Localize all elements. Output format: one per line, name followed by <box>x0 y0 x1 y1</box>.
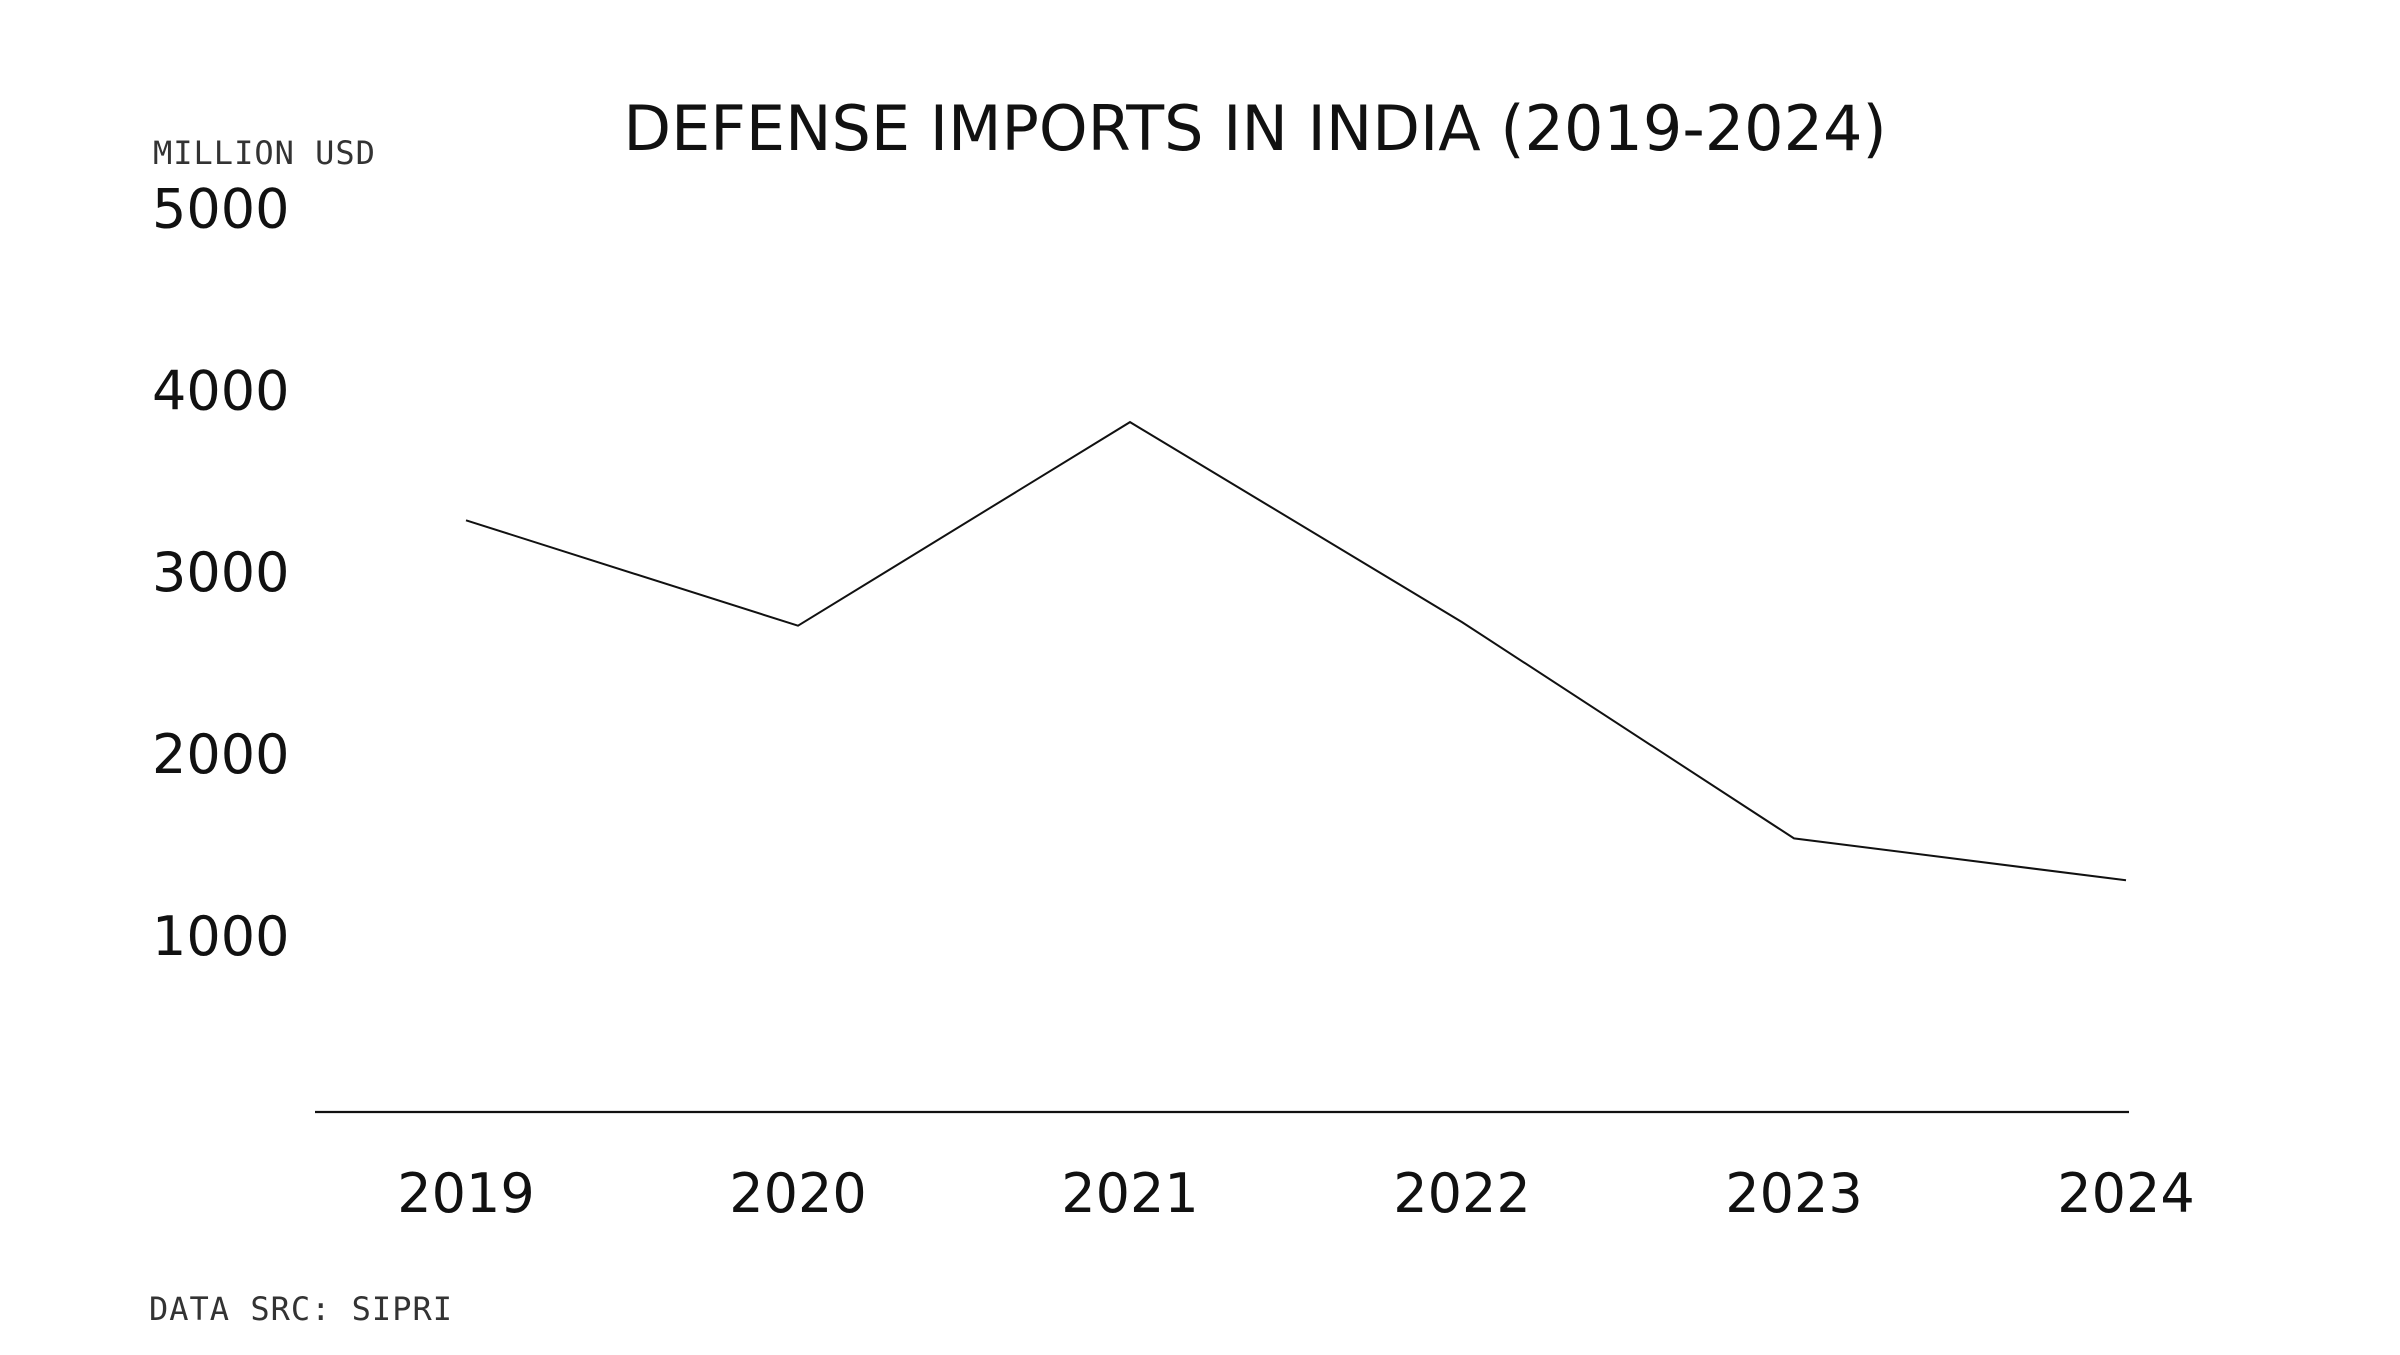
x-tick-label: 2019 <box>397 1162 534 1225</box>
series-line <box>465 420 2127 882</box>
y-tick-label: 2000 <box>152 723 289 786</box>
x-tick-label: 2024 <box>2057 1162 2194 1225</box>
y-tick-labels: 5000 4000 3000 2000 1000 <box>152 178 289 968</box>
x-tick-label: 2022 <box>1393 1162 1530 1225</box>
y-tick-label: 4000 <box>152 359 289 422</box>
y-tick-label: 1000 <box>152 905 289 968</box>
x-tick-labels: 2019 2020 2021 2022 2023 2024 <box>397 1162 2194 1225</box>
y-axis-label: MILLION USD <box>153 134 376 172</box>
y-tick-label: 3000 <box>152 541 289 604</box>
source-note: DATA SRC: SIPRI <box>149 1290 453 1328</box>
y-tick-label: 5000 <box>152 178 289 241</box>
x-tick-label: 2023 <box>1725 1162 1862 1225</box>
series-layer <box>465 420 2127 882</box>
x-tick-label: 2021 <box>1061 1162 1198 1225</box>
chart-title: DEFENSE IMPORTS IN INDIA (2019-2024) <box>623 92 1886 165</box>
x-tick-label: 2020 <box>729 1162 866 1225</box>
